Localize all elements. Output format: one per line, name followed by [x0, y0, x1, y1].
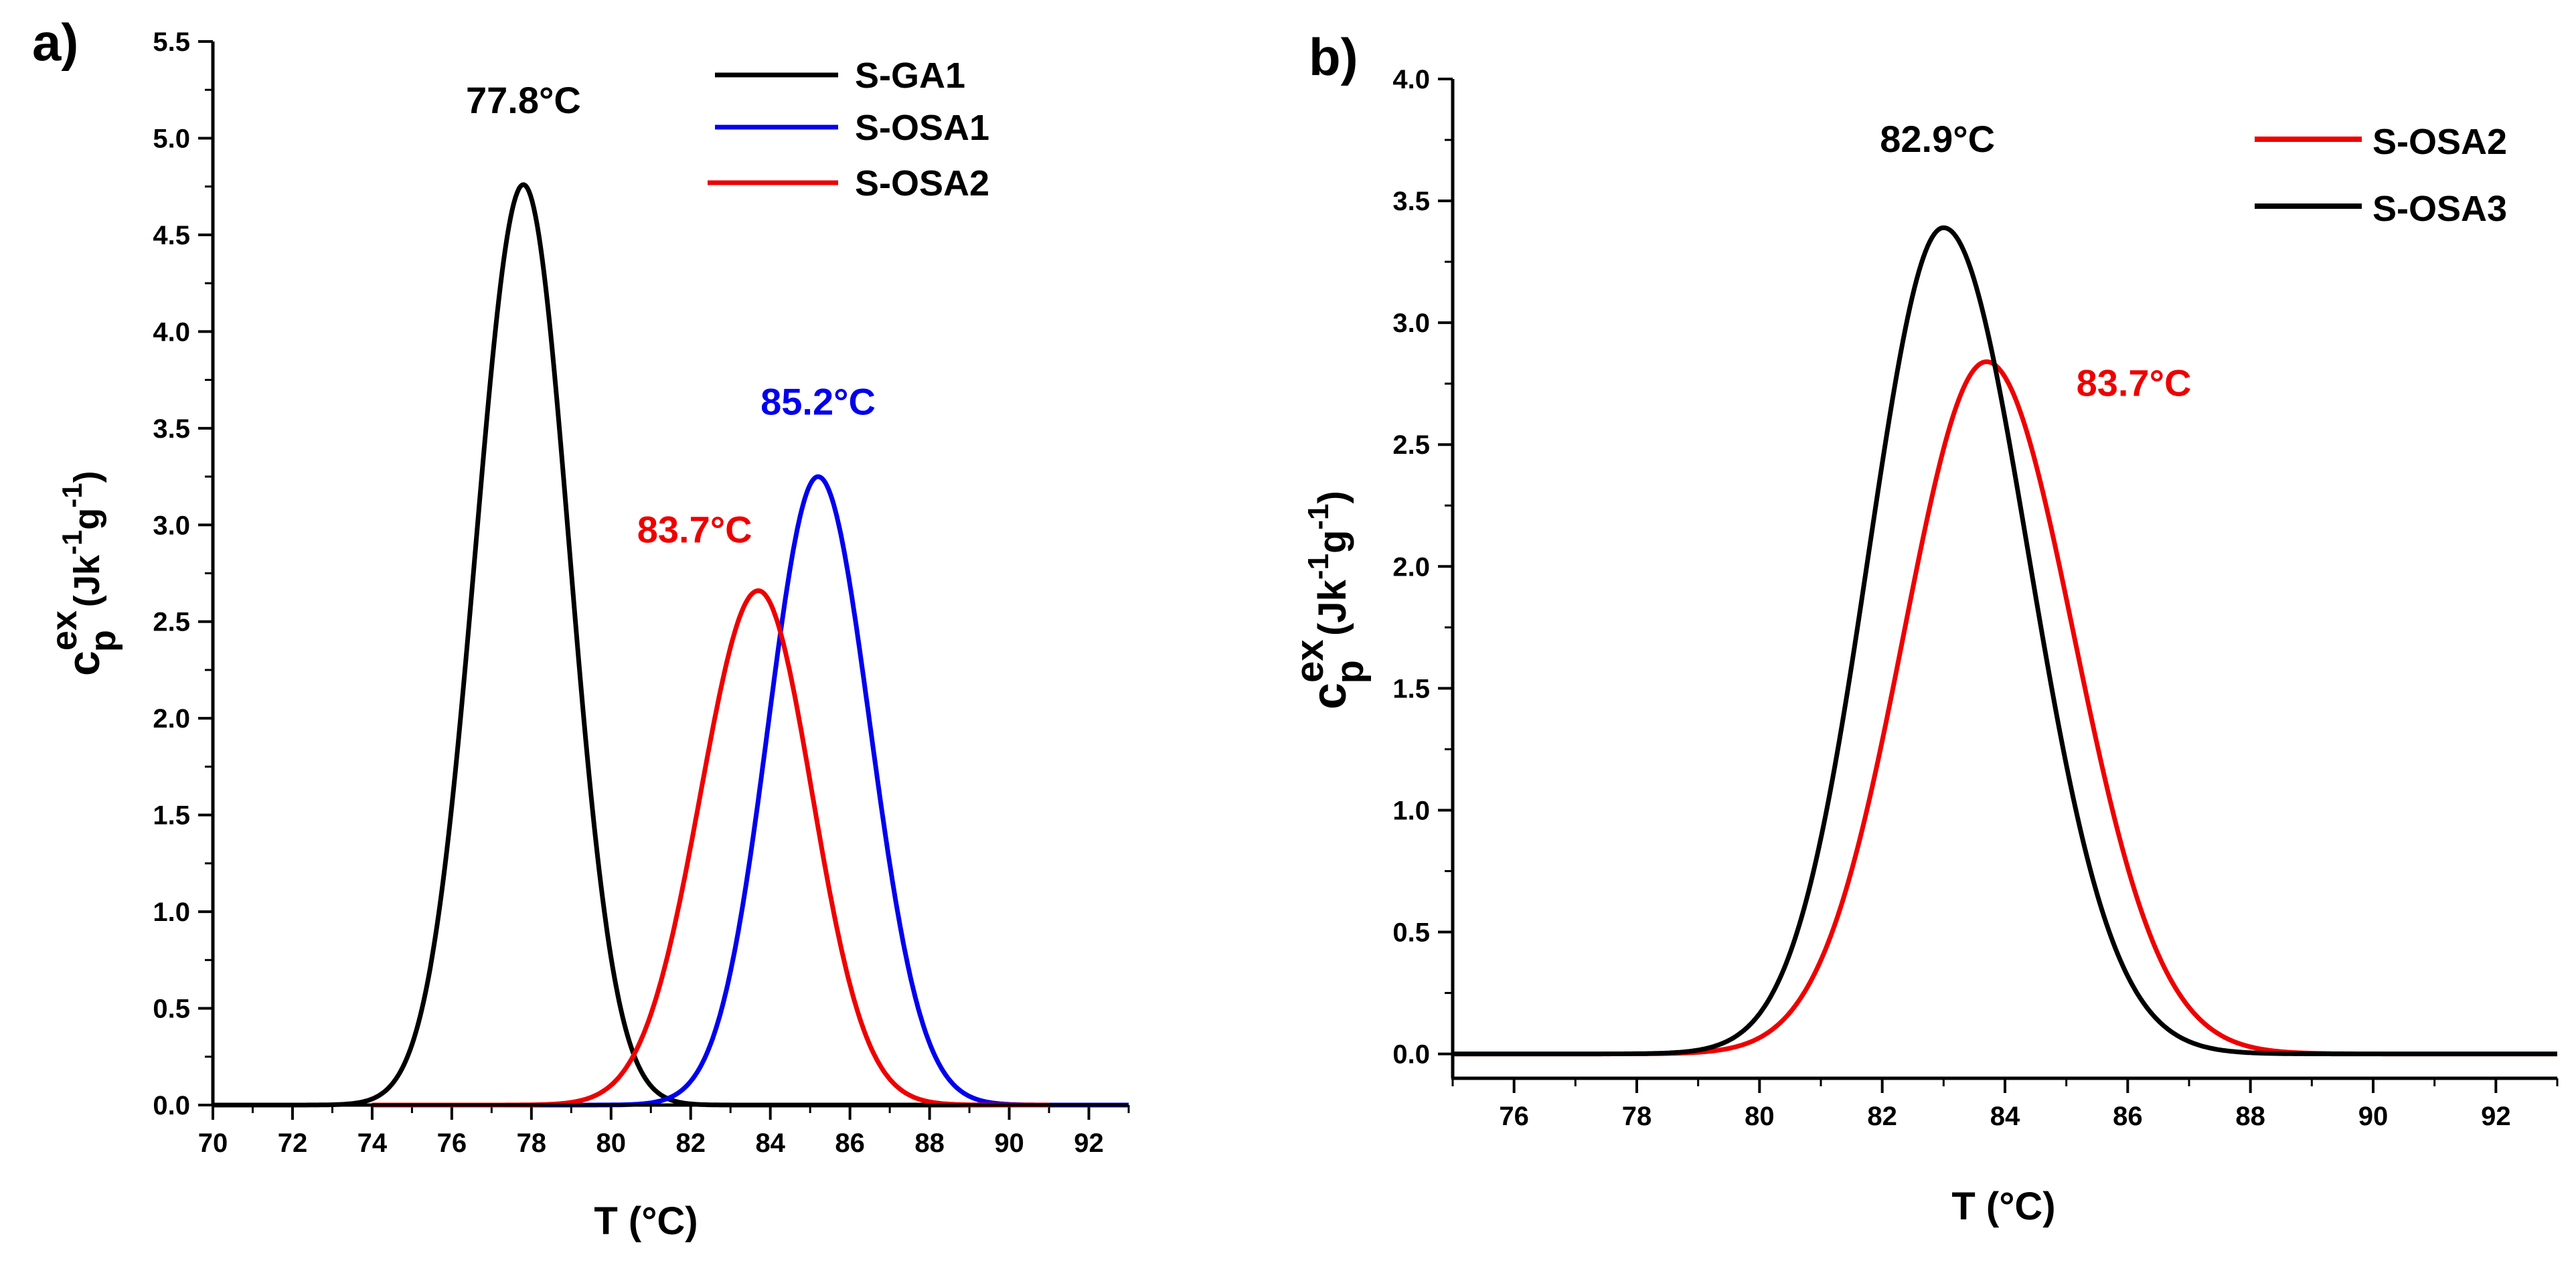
x-tick-label-74: 74: [357, 1128, 388, 1158]
x-tick-label-80: 80: [596, 1128, 627, 1158]
legend-label-s-osa2: S-OSA2: [2372, 122, 2507, 162]
y-tick-label-1: 1.0: [153, 898, 190, 927]
y-tick-label-4: 4.0: [153, 317, 190, 347]
y-tick-label-5.5: 5.5: [153, 27, 190, 57]
x-tick-label-78: 78: [517, 1128, 547, 1158]
x-tick-label-80: 80: [1745, 1102, 1775, 1131]
peak-annotation-s-osa2: 83.7°C: [2077, 361, 2192, 404]
panel-a-label: a): [32, 13, 78, 72]
ylabel-sup: ex: [1288, 639, 1332, 683]
peak-annotation-s-osa1: 85.2°C: [760, 381, 876, 423]
ylabel-exp1: -1: [56, 530, 88, 555]
panel-b: b) 76 78 80 82 84 86 88 90 92 0.0 0.5 1.0 1.5 2.0 2.5 3…: [1288, 27, 2559, 1228]
y-tick-label-0: 0.0: [1392, 1040, 1430, 1070]
y-tick-label-2.5: 2.5: [153, 608, 190, 637]
ylabel-units-mid: g: [1311, 530, 1354, 554]
ylabel-units-open: (Jk: [1311, 579, 1354, 636]
x-tick-label-92: 92: [2481, 1102, 2511, 1131]
ylabel-units-open: (Jk: [67, 554, 107, 607]
y-tick-label-0.5: 0.5: [153, 995, 190, 1024]
x-tick-label-82: 82: [675, 1128, 706, 1158]
peak-annotation-s-osa3: 82.9°C: [1880, 118, 1995, 160]
curve-s-osa2: [371, 588, 1050, 1108]
curve-s-ga1: [212, 182, 1050, 1108]
ylabel-base: c: [1303, 683, 1356, 709]
ylabel-exp2: -1: [56, 483, 88, 507]
x-tick-label-72: 72: [278, 1128, 308, 1158]
ylabel-units-close: ): [67, 471, 107, 483]
curve-s-osa3: [1452, 225, 2558, 1057]
panel-a-curves: [212, 182, 1130, 1108]
x-tick-label-84: 84: [1990, 1102, 2020, 1131]
panel-a-ticks: 70 72 74 76 78 80 82 84 86 88 90 92 0.0 0.5 1.0 1.5 2.0 2…: [153, 27, 1130, 1158]
x-tick-label-86: 86: [835, 1128, 865, 1158]
ylabel-units-close: ): [1311, 491, 1354, 503]
x-tick-label-92: 92: [1074, 1128, 1104, 1158]
y-tick-label-0: 0.0: [153, 1091, 190, 1120]
ylabel-sub: p: [83, 630, 123, 652]
legend-label-s-osa3: S-OSA3: [2372, 189, 2507, 229]
panel-b-label: b): [1309, 27, 1358, 86]
legend-entry-s-ga1: S-GA1: [715, 56, 965, 96]
ylabel-exp2: -1: [1302, 503, 1335, 529]
legend-entry-s-osa1: S-OSA1: [715, 108, 989, 148]
y-tick-label-1.5: 1.5: [153, 801, 190, 831]
x-tick-label-82: 82: [1867, 1102, 1897, 1131]
ylabel-sub: p: [1328, 660, 1372, 683]
panel-a-x-axis-title: T (°C): [594, 1199, 698, 1243]
x-tick-label-86: 86: [2113, 1102, 2143, 1131]
ylabel-base: c: [58, 651, 109, 676]
x-tick-label-88: 88: [914, 1128, 945, 1158]
panel-b-curves: [1452, 225, 2558, 1057]
legend-label-s-osa1: S-OSA1: [855, 108, 989, 148]
x-tick-label-76: 76: [1499, 1102, 1529, 1131]
x-tick-label-70: 70: [198, 1128, 228, 1158]
legend-entry-s-osa2: S-OSA2: [2255, 122, 2507, 162]
ylabel-exp1: -1: [1302, 554, 1335, 580]
y-tick-label-4: 4.0: [1392, 65, 1430, 94]
peak-annotation-s-osa2: 83.7°C: [637, 508, 752, 550]
panel-a: a) 70 72 74 76 78 80 82 84 86 88 90 92 0.0 0.5 1.0 1.5 2…: [32, 13, 1130, 1243]
y-tick-label-2: 2.0: [1392, 552, 1430, 582]
x-tick-label-88: 88: [2235, 1102, 2265, 1131]
x-tick-label-90: 90: [2358, 1102, 2389, 1131]
ylabel-units-mid: g: [67, 508, 107, 530]
x-tick-label-76: 76: [437, 1128, 467, 1158]
curve-s-osa2: [1452, 359, 2558, 1057]
y-tick-label-5: 5.0: [153, 124, 190, 153]
legend-label-s-osa2: S-OSA2: [855, 163, 989, 203]
panel-a-y-axis-title: cexp(Jk-1g-1): [44, 471, 123, 676]
y-tick-label-3.5: 3.5: [1392, 187, 1430, 216]
x-tick-label-84: 84: [755, 1128, 785, 1158]
panel-b-y-axis-title: cexp(Jk-1g-1): [1288, 491, 1372, 709]
panel-a-legend: S-GA1 S-OSA1 S-OSA2: [708, 56, 989, 203]
y-tick-label-1: 1.0: [1392, 796, 1430, 825]
x-tick-label-78: 78: [1622, 1102, 1652, 1131]
legend-label-s-ga1: S-GA1: [855, 56, 965, 96]
y-tick-label-1.5: 1.5: [1392, 674, 1430, 703]
y-tick-label-0.5: 0.5: [1392, 918, 1430, 948]
curve-s-osa1: [371, 474, 1130, 1108]
y-tick-label-3: 3.0: [153, 511, 190, 540]
svg-text:cexp(Jk-1g-1): cexp(Jk-1g-1): [44, 471, 123, 676]
ylabel-sup: ex: [44, 610, 84, 651]
panel-b-legend: S-OSA2 S-OSA3: [2255, 122, 2507, 229]
svg-text:cexp(Jk-1g-1): cexp(Jk-1g-1): [1288, 491, 1372, 709]
panel-a-annotations: 77.8°C 85.2°C 83.7°C: [466, 79, 876, 550]
y-tick-label-4.5: 4.5: [153, 221, 190, 250]
y-tick-label-3.5: 3.5: [153, 414, 190, 444]
y-tick-label-2: 2.0: [153, 704, 190, 734]
x-tick-label-90: 90: [994, 1128, 1024, 1158]
legend-entry-s-osa2: S-OSA2: [708, 163, 989, 203]
panel-b-x-axis-title: T (°C): [1951, 1185, 2055, 1228]
y-tick-label-3: 3.0: [1392, 309, 1430, 338]
peak-annotation-s-ga1: 77.8°C: [466, 79, 581, 121]
panel-b-annotations: 82.9°C 83.7°C: [1880, 118, 2191, 404]
panel-b-ticks: 76 78 80 82 84 86 88 90 92 0.0 0.5 1.0 1.5 2.0 2.5 3.0 3…: [1392, 65, 2559, 1131]
y-tick-label-2.5: 2.5: [1392, 430, 1430, 460]
legend-entry-s-osa3: S-OSA3: [2255, 189, 2507, 229]
